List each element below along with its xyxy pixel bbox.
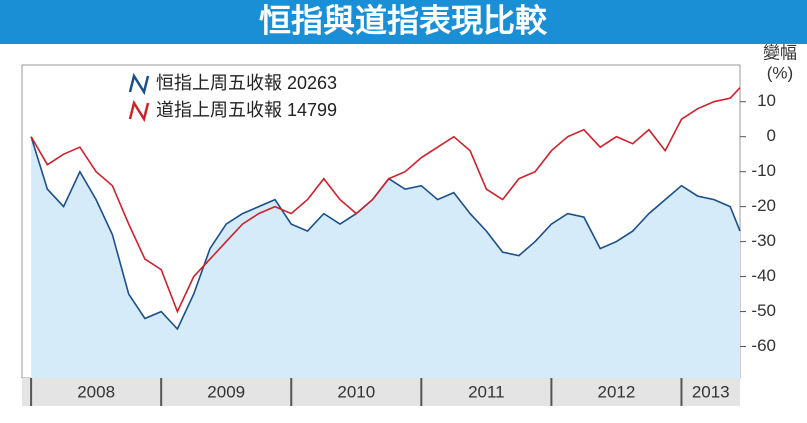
x-tick-label: 2011 [468,382,505,401]
title-bar [0,0,807,44]
legend-label: 恒指上周五收報 20263 [156,73,337,93]
x-tick-label: 2008 [77,382,115,401]
y-tick-label: -20 [751,196,776,215]
y-axis-label: (%) [767,63,793,82]
y-tick-label: 0 [767,126,776,145]
x-tick-label: 2010 [337,382,375,401]
y-tick-label: -50 [751,301,776,320]
series-line [30,87,741,314]
y-axis-label: 變幅 [763,43,797,62]
x-tick-label: 2009 [207,382,245,401]
legend-marker [128,99,150,123]
y-tick-label: -60 [751,336,776,355]
y-tick-label: 10 [757,91,776,110]
x-tick-label: 2012 [598,382,636,401]
y-tick-label: -10 [751,161,776,180]
chart-title: 恒指與道指表現比較 [259,2,548,38]
y-tick-label: -40 [751,266,776,285]
x-axis-strip [22,378,740,406]
y-tick-label: -30 [751,231,776,250]
x-tick-label: 2013 [692,382,730,401]
legend-label: 道指上周五收報 14799 [156,100,337,120]
series-area [31,136,741,378]
legend-marker [128,72,150,96]
